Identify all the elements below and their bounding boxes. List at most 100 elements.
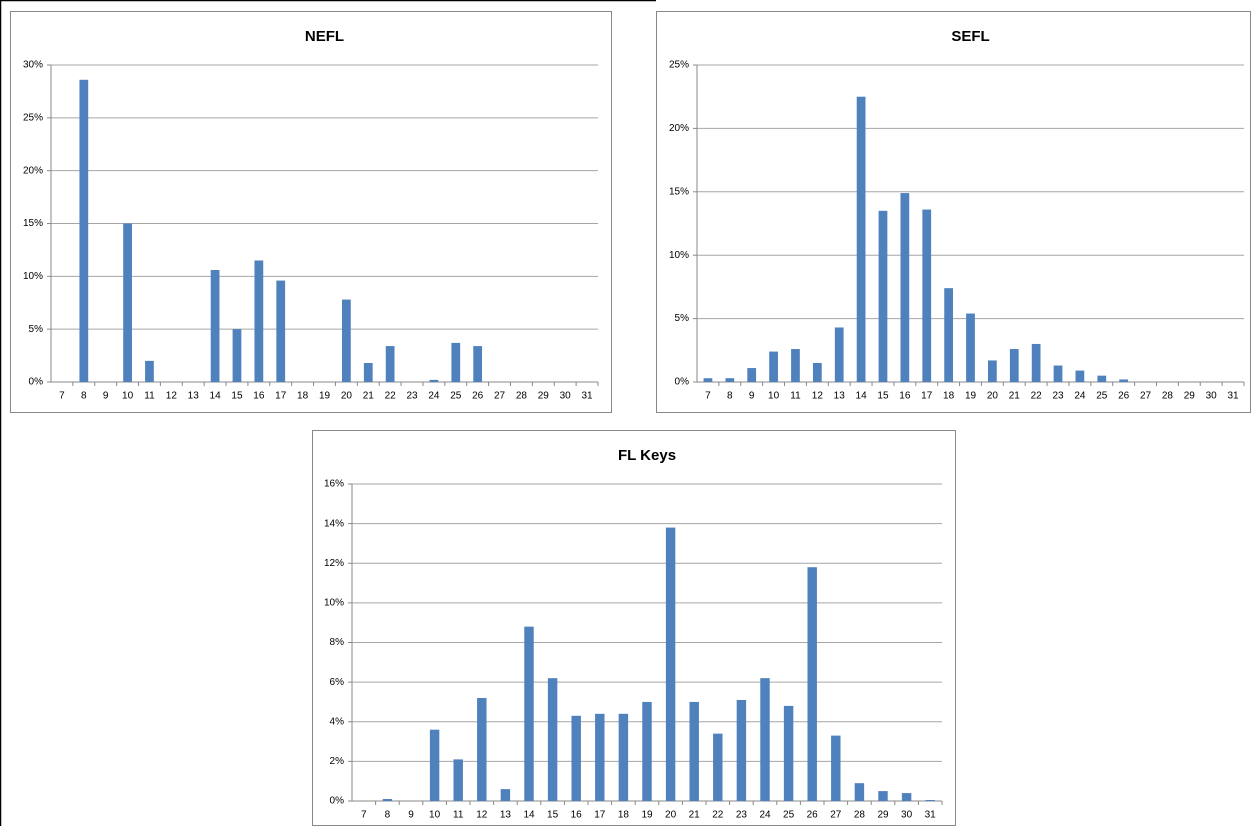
- chart-title: FL Keys: [618, 447, 676, 464]
- bar: [451, 342, 461, 382]
- chart-title: NEFL: [305, 28, 344, 45]
- x-tick-label: 31: [925, 810, 937, 821]
- bar: [831, 735, 841, 801]
- x-tick-label: 30: [901, 810, 913, 821]
- bar: [713, 733, 723, 801]
- bar: [1119, 379, 1129, 382]
- y-tick-label: 0%: [29, 377, 44, 388]
- x-tick-label: 21: [1009, 391, 1021, 402]
- x-tick-label: 20: [987, 391, 999, 402]
- bar: [382, 799, 393, 801]
- y-tick-label: 5%: [29, 324, 44, 335]
- y-tick-label: 25%: [23, 112, 43, 123]
- x-tick-label: 25: [450, 391, 462, 402]
- bar: [665, 527, 676, 801]
- x-tick-label: 12: [812, 391, 824, 402]
- x-tick-label: 9: [408, 810, 414, 821]
- x-tick-label: 7: [59, 391, 65, 402]
- bar: [473, 346, 483, 382]
- x-tick-label: 22: [1031, 391, 1043, 402]
- x-tick-label: 24: [1074, 391, 1086, 402]
- x-tick-label: 26: [1118, 391, 1130, 402]
- bar: [547, 678, 558, 801]
- x-tick-label: 7: [361, 810, 367, 821]
- bar: [783, 705, 794, 801]
- y-tick-label: 30%: [23, 60, 43, 71]
- bar: [944, 288, 953, 382]
- y-tick-label: 10%: [324, 598, 344, 609]
- x-tick-label: 21: [363, 391, 375, 402]
- bar: [1009, 349, 1019, 382]
- x-tick-label: 9: [749, 391, 755, 402]
- bar: [276, 280, 286, 382]
- x-tick-label: 29: [538, 391, 550, 402]
- bar: [429, 729, 440, 801]
- y-tick-label: 6%: [330, 677, 345, 688]
- bar: [922, 209, 932, 382]
- x-tick-label: 16: [899, 391, 911, 402]
- x-tick-label: 16: [571, 810, 583, 821]
- y-tick-label: 14%: [324, 518, 344, 529]
- x-tick-label: 20: [665, 810, 677, 821]
- x-tick-label: 18: [618, 810, 630, 821]
- bar: [878, 210, 888, 382]
- x-tick-label: 27: [1140, 391, 1152, 402]
- x-tick-label: 12: [476, 810, 488, 821]
- y-tick-label: 15%: [669, 186, 689, 197]
- y-tick-label: 8%: [330, 637, 345, 648]
- x-tick-label: 28: [1162, 391, 1174, 402]
- x-tick-label: 31: [1227, 391, 1239, 402]
- x-tick-label: 16: [253, 391, 265, 402]
- x-tick-label: 27: [830, 810, 842, 821]
- x-tick-label: 24: [759, 810, 771, 821]
- x-tick-label: 30: [1206, 391, 1218, 402]
- x-tick-label: 26: [472, 391, 484, 402]
- x-tick-label: 8: [727, 391, 733, 402]
- y-tick-label: 10%: [669, 250, 689, 261]
- bar: [123, 223, 132, 382]
- bar: [1053, 365, 1063, 382]
- bar: [385, 346, 395, 382]
- x-tick-label: 9: [103, 391, 109, 402]
- bar: [79, 79, 89, 382]
- x-tick-label: 28: [516, 391, 528, 402]
- bar: [254, 260, 264, 382]
- x-tick-label: 13: [500, 810, 512, 821]
- x-tick-label: 19: [319, 391, 331, 402]
- x-tick-label: 13: [834, 391, 846, 402]
- x-tick-label: 10: [429, 810, 441, 821]
- bar: [1031, 343, 1041, 382]
- y-tick-label: 15%: [23, 218, 43, 229]
- x-tick-label: 7: [705, 391, 711, 402]
- x-tick-label: 30: [560, 391, 572, 402]
- bar: [363, 362, 373, 382]
- y-tick-label: 20%: [669, 123, 689, 134]
- x-tick-label: 18: [943, 391, 955, 402]
- x-tick-label: 17: [921, 391, 933, 402]
- y-tick-label: 10%: [23, 271, 43, 282]
- y-tick-label: 0%: [330, 796, 345, 807]
- x-tick-label: 13: [188, 391, 200, 402]
- bar: [966, 313, 975, 382]
- x-tick-label: 14: [523, 810, 535, 821]
- x-tick-label: 17: [275, 391, 287, 402]
- bar: [618, 713, 629, 801]
- bar: [210, 269, 220, 382]
- chart-title: SEFL: [951, 28, 989, 45]
- bar: [854, 783, 865, 801]
- x-tick-label: 23: [1052, 391, 1064, 402]
- bar: [769, 351, 778, 382]
- x-tick-label: 17: [594, 810, 606, 821]
- bar: [1097, 375, 1107, 382]
- y-tick-label: 12%: [324, 558, 344, 569]
- x-tick-label: 8: [385, 810, 391, 821]
- x-tick-label: 11: [790, 391, 801, 402]
- bar: [988, 360, 997, 382]
- bar: [901, 793, 912, 801]
- y-tick-label: 2%: [330, 756, 345, 767]
- x-tick-label: 27: [494, 391, 506, 402]
- bar: [760, 678, 770, 801]
- chart-frame: [10, 11, 612, 413]
- bar: [571, 715, 581, 801]
